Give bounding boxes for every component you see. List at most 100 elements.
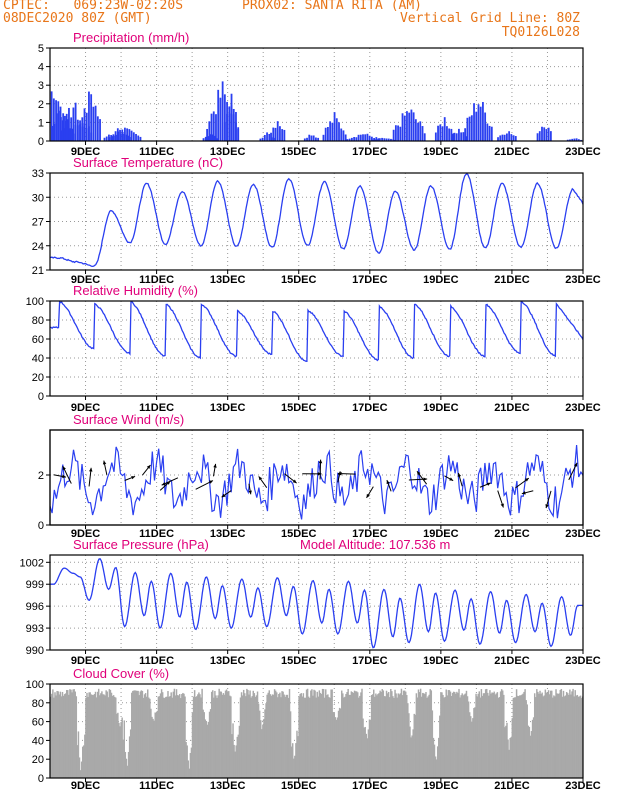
precip-bar [276, 121, 279, 141]
precip-bar [230, 93, 233, 141]
precip-bar [315, 137, 317, 141]
precip-bar [223, 94, 226, 141]
cloud-cover-bar [312, 695, 314, 778]
cloud-cover-bar [368, 719, 371, 778]
cloud-cover-bar [184, 696, 186, 778]
y-tick-label: 40 [32, 735, 44, 747]
cloud-cover-bar [572, 688, 574, 778]
precip-bar [232, 114, 235, 141]
cloud-cover-bar [263, 718, 265, 778]
cloud-cover-bar [539, 690, 541, 778]
precip-bar [370, 136, 373, 141]
y-tick-label: 24 [32, 241, 44, 253]
cloud-cover-bar [399, 693, 402, 778]
precip-bar [281, 129, 284, 141]
precip-bar [350, 137, 353, 141]
x-tick-label: 23DEC [565, 655, 601, 667]
cloud-cover-bar [153, 720, 155, 778]
cloud-cover-bar [295, 743, 297, 778]
precip-bar [486, 123, 489, 141]
cloud-cover-bar [555, 689, 557, 778]
cloud-cover-bar [136, 690, 138, 778]
precip-bar [397, 125, 399, 141]
precip-bar [499, 135, 502, 141]
precip-bar [342, 130, 345, 141]
cloud-cover-bar [246, 688, 248, 778]
cloud-cover-bar [264, 709, 266, 778]
cloud-cover-bar [575, 695, 578, 778]
cloud-cover-bar [279, 692, 281, 778]
cloud-cover-bar [116, 713, 118, 778]
cloud-cover-bar [339, 708, 342, 778]
cloud-cover-bar [287, 697, 290, 778]
cloud-cover-bar [55, 695, 57, 778]
cloud-cover-bar [369, 719, 372, 778]
cloud-cover-bar [347, 688, 349, 778]
precip-bar [90, 94, 93, 141]
cloud-cover-bar [178, 694, 181, 778]
cloud-cover-bar [361, 688, 363, 778]
y-tick-label: 1 [38, 117, 44, 129]
precip-bar [387, 138, 390, 141]
x-tick-label: 23DEC [565, 402, 601, 414]
precip-bar [55, 113, 58, 141]
y-tick-label: 27 [32, 217, 44, 229]
cloud-cover-bar [272, 694, 275, 778]
precip-bar [312, 135, 315, 141]
x-tick-label: 11DEC [139, 528, 174, 540]
cloud-cover-bar [488, 695, 490, 778]
cloud-cover-bar [213, 697, 215, 778]
cloud-cover-bar [382, 690, 385, 778]
wind-arrow-head [161, 482, 166, 486]
cloud-cover-bar [225, 689, 228, 778]
cloud-cover-bar [516, 695, 519, 778]
cloud-cover-bar [268, 690, 270, 778]
cloud-cover-bar [374, 696, 376, 778]
cloud-cover-bar [531, 719, 534, 778]
precip-bar [108, 137, 111, 141]
cloud-cover-bar [255, 695, 258, 778]
cloud-cover-bar [400, 688, 403, 778]
y-tick-label: 20 [32, 372, 44, 384]
precip-bar [272, 127, 275, 141]
cloud-cover-bar [441, 692, 443, 778]
cloud-cover-bar [519, 695, 521, 778]
cloud-cover-bar [478, 691, 480, 778]
precip-bar [399, 126, 402, 141]
cloud-cover-bar [107, 697, 110, 778]
cloud-cover-bar [132, 690, 134, 778]
cloud-cover-bar [208, 711, 211, 778]
wind-arrow-head [209, 480, 213, 484]
cloud-cover-bar [330, 689, 332, 778]
cloud-cover-bar [269, 694, 272, 778]
cloud-cover-bar [76, 745, 79, 778]
cloud-cover-bar [99, 695, 101, 778]
cloud-cover-bar [375, 693, 377, 778]
x-tick-label: 17DEC [352, 655, 388, 667]
precip-bar [338, 122, 340, 141]
x-tick-label: 11DEC [139, 655, 174, 667]
panel-1: 0 1 2 3 4 5 9DEC 11DEC 13DEC 15DEC 17DEC 19DEC 21DEC… [38, 30, 601, 158]
cloud-cover-bar [280, 697, 282, 778]
precip-bar [468, 116, 471, 141]
cloud-cover-bar [439, 715, 441, 778]
cloud-cover-bar [503, 694, 505, 778]
cloud-cover-bar [200, 697, 202, 778]
precip-bar [357, 134, 360, 141]
cloud-cover-bar [547, 690, 550, 778]
cloud-cover-bar [81, 746, 84, 778]
cloud-cover-bar [363, 727, 365, 778]
cloud-cover-bar [118, 722, 120, 778]
cloud-cover-bar [171, 697, 173, 778]
precip-bar [279, 126, 281, 141]
cloud-cover-bar [296, 730, 298, 778]
precip-bar [308, 134, 311, 141]
cloud-cover-bar [526, 704, 528, 778]
cloud-cover-bar [190, 747, 193, 778]
cloud-cover-bar [573, 696, 575, 778]
cloud-cover-bar [157, 696, 160, 778]
panel-3: 0 20 40 60 80 100 9DEC 11DEC 13DEC 15DEC 17DEC 19DE… [26, 283, 601, 414]
cloud-cover-bar [193, 690, 196, 778]
cloud-cover-bar [429, 689, 431, 778]
precip-bar [57, 110, 60, 141]
